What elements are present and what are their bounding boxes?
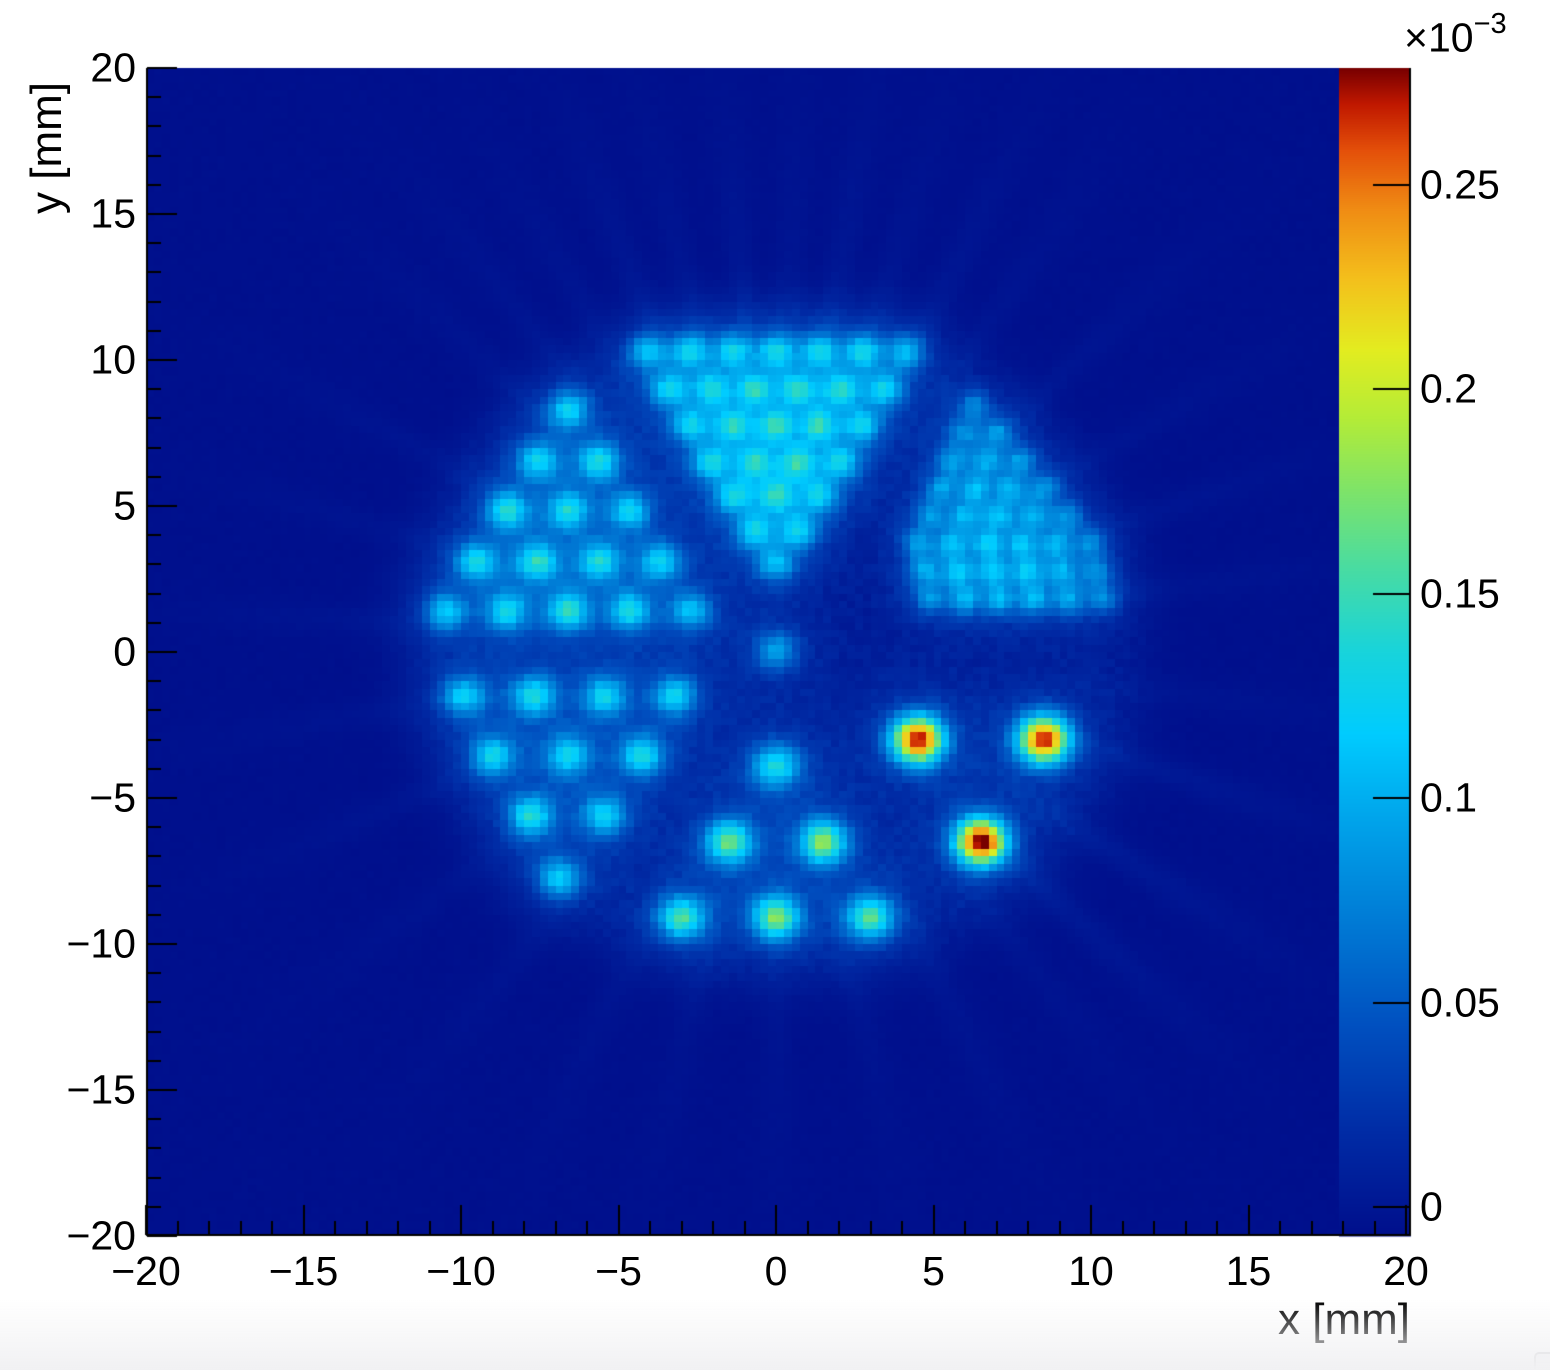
x-tick-label: 10 bbox=[1068, 1248, 1114, 1294]
x-tick-label: 0 bbox=[764, 1248, 788, 1294]
colorbar-tick-label: 0.05 bbox=[1420, 979, 1500, 1026]
y-tick-label: −15 bbox=[66, 1066, 136, 1113]
x-tick-label: 15 bbox=[1225, 1248, 1272, 1294]
exponent-power: −3 bbox=[1473, 8, 1507, 40]
y-tick-label: 5 bbox=[113, 482, 136, 529]
y-tick-label: −10 bbox=[66, 920, 136, 967]
colorbar-exponent-label: ×10−3 bbox=[1404, 8, 1507, 62]
y-tick-label: −5 bbox=[89, 774, 136, 821]
x-tick-label: −10 bbox=[426, 1248, 496, 1294]
y-tick-label: 10 bbox=[90, 336, 136, 383]
y-tick-label: 0 bbox=[113, 628, 136, 675]
x-tick-label: −20 bbox=[111, 1248, 181, 1294]
y-tick-label: −20 bbox=[66, 1212, 136, 1259]
y-tick-label: 20 bbox=[90, 44, 136, 91]
exponent-base: ×10 bbox=[1404, 14, 1474, 61]
colorbar-tick-label: 0.15 bbox=[1420, 570, 1500, 617]
colorbar-tick-label: 0.25 bbox=[1420, 161, 1500, 208]
x-tick-label: −5 bbox=[595, 1248, 642, 1294]
colorbar-tick-label: 0 bbox=[1420, 1183, 1443, 1230]
colorbar-tick-label: 0.1 bbox=[1420, 774, 1477, 821]
x-tick-label: −15 bbox=[268, 1248, 339, 1294]
y-tick-label: 15 bbox=[90, 190, 136, 237]
window-corner-artifact bbox=[1534, 1352, 1550, 1370]
x-axis-title: x [mm] bbox=[1278, 1295, 1410, 1344]
colorbar-tick-label: 0.2 bbox=[1420, 365, 1477, 412]
x-tick-label: 20 bbox=[1383, 1248, 1429, 1294]
x-tick-label: 5 bbox=[922, 1248, 945, 1294]
